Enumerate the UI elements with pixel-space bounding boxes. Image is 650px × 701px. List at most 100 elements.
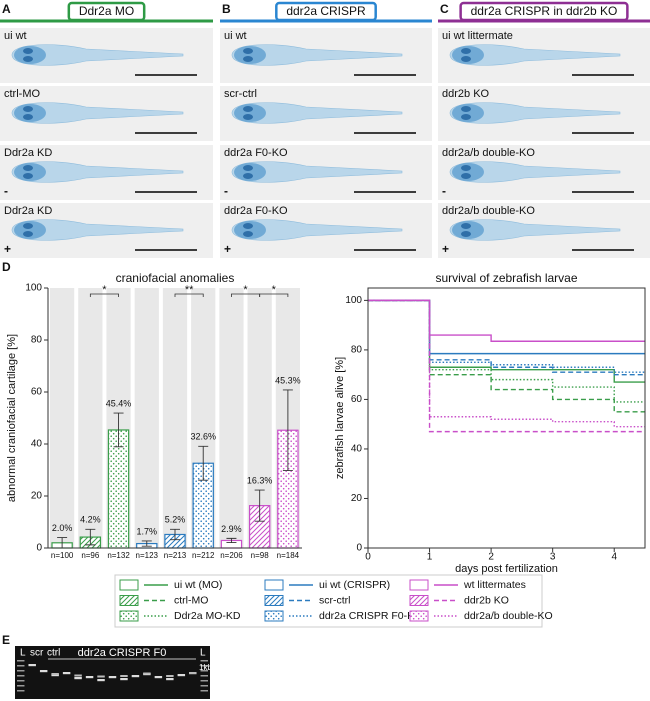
bar-background — [50, 288, 75, 548]
image-label: ddr2a F0-KO — [224, 205, 288, 217]
gel-label: L — [200, 648, 206, 659]
legend-swatch — [264, 579, 284, 591]
y-tick-label: 0 — [356, 543, 362, 554]
x-tick-label: n=184 — [277, 551, 300, 560]
image-label: ui wt — [224, 30, 247, 42]
bar-background — [219, 288, 244, 548]
significance-label: * — [243, 284, 248, 296]
image-label: ddr2a F0-KO — [224, 147, 288, 159]
value-label: 45.4% — [106, 398, 132, 408]
legend-label: ddr2b KO — [464, 594, 509, 606]
x-tick-label: 1 — [427, 552, 433, 563]
image-label: ui wt — [4, 30, 27, 42]
legend-label: ctrl-MO — [174, 594, 208, 606]
x-tick-label: n=213 — [164, 551, 187, 560]
error-bar — [226, 537, 237, 543]
larva-image — [438, 86, 650, 141]
image-label: ddr2a/b double-KO — [442, 147, 535, 159]
legend-swatch — [264, 610, 284, 622]
larva-image — [220, 145, 432, 200]
x-axis-label: days post fertilization — [455, 563, 558, 575]
larva-image — [220, 28, 432, 83]
gel-label: L — [20, 648, 26, 659]
legend-label: Ddr2a MO-KD — [174, 610, 241, 622]
y-axis-label: abnormal craniofacial cartilage [%] — [6, 334, 18, 502]
image-label: ddr2b KO — [442, 88, 490, 100]
legend-swatch — [264, 595, 284, 606]
header-box — [275, 1, 377, 22]
larva-image — [0, 145, 213, 200]
y-tick-label: 60 — [31, 387, 43, 398]
larva-image — [220, 86, 432, 141]
legend-swatch — [119, 579, 139, 591]
image-sign: - — [4, 184, 8, 198]
error-bar — [170, 528, 180, 541]
significance-bracket — [259, 293, 289, 297]
legend-box — [114, 574, 543, 628]
x-tick-label: n=212 — [192, 551, 215, 560]
y-axis-label: zebrafish larvae alive [%] — [334, 357, 346, 479]
image-sign: + — [442, 242, 449, 256]
panel-letter: B — [222, 2, 231, 16]
x-tick-label: 2 — [488, 552, 494, 563]
y-tick-label: 100 — [25, 283, 42, 294]
error-bar — [85, 528, 96, 546]
legend-label: wt littermates — [463, 579, 526, 591]
value-label: 45.3% — [275, 375, 301, 385]
gel-label: scr — [30, 648, 44, 659]
panel-header: ddr2a CRISPR — [286, 4, 366, 18]
value-label: 2.0% — [52, 523, 73, 533]
panel-letter: D — [2, 260, 11, 274]
image-label: ddr2a/b double-KO — [442, 205, 535, 217]
image-sign: + — [224, 242, 231, 256]
bar — [107, 429, 130, 549]
y-tick-label: 20 — [351, 493, 363, 504]
significance-label: * — [102, 284, 107, 296]
image-label: Ddr2a KD — [4, 205, 52, 217]
y-tick-label: 80 — [351, 345, 363, 356]
larva-image — [220, 203, 432, 258]
legend-label: ddr2a/b double-KO — [464, 610, 553, 622]
legend-swatch — [409, 579, 429, 591]
error-bar — [254, 489, 265, 522]
x-tick-label: n=123 — [136, 551, 159, 560]
image-label: Ddr2a KD — [4, 147, 52, 159]
error-bar — [198, 445, 209, 481]
survival-line — [368, 299, 645, 403]
x-tick-label: n=98 — [251, 551, 270, 560]
image-label: ctrl-MO — [4, 88, 40, 100]
panel-letter: C — [440, 2, 449, 16]
larva-image — [438, 28, 650, 83]
image-sign: - — [224, 184, 228, 198]
larva-image — [0, 203, 213, 258]
y-tick-label: 40 — [351, 444, 363, 455]
error-bar — [282, 389, 293, 471]
legend-swatch — [409, 595, 429, 606]
survival-line — [368, 299, 645, 376]
image-label: scr-ctrl — [224, 88, 257, 100]
x-tick-label: n=132 — [107, 551, 130, 560]
legend-label: ui wt (MO) — [174, 579, 222, 591]
chart-title: craniofacial anomalies — [116, 271, 235, 285]
significance-label: * — [272, 284, 277, 296]
panel-header: ddr2a CRISPR in ddr2b KO — [471, 4, 618, 18]
panel-header: Ddr2a MO — [79, 4, 134, 18]
value-label: 4.2% — [80, 515, 101, 525]
bar-background — [78, 288, 103, 548]
value-label: 1.7% — [137, 526, 158, 536]
legend-label: ddr2a CRISPR F0-KO — [319, 610, 422, 622]
y-tick-label: 0 — [36, 543, 42, 554]
survival-line — [368, 299, 645, 373]
legend-swatch — [119, 610, 139, 622]
y-tick-label: 100 — [345, 295, 362, 306]
larva-image — [0, 28, 213, 83]
y-tick-label: 20 — [31, 491, 43, 502]
survival-line — [368, 299, 645, 413]
x-tick-label: n=100 — [51, 551, 74, 560]
gel-label: ddr2a CRISPR F0 — [78, 647, 167, 659]
header-box — [459, 1, 629, 22]
x-tick-label: 3 — [550, 552, 556, 563]
chart-title: survival of zebrafish larvae — [435, 271, 577, 285]
image-sign: + — [4, 242, 11, 256]
